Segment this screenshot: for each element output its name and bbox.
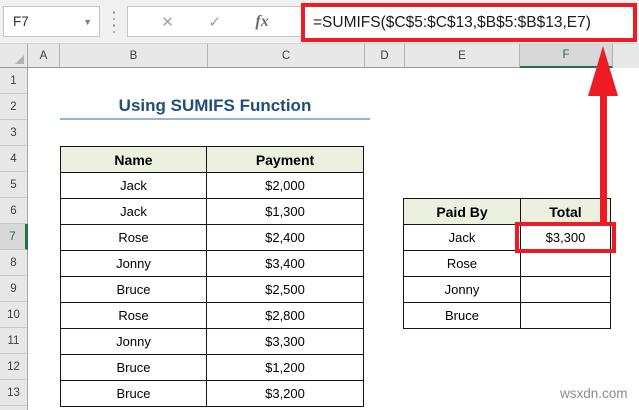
- payments-cell-1-0[interactable]: Jack: [60, 198, 207, 225]
- payments-cell-3-0[interactable]: Jonny: [60, 250, 207, 277]
- name-box[interactable]: F7 ▼: [3, 6, 100, 37]
- row-header-11[interactable]: 11: [0, 328, 28, 354]
- payments-cell-1-1[interactable]: $1,300: [206, 198, 364, 225]
- payments-cell-7-1[interactable]: $1,200: [206, 354, 364, 381]
- row-header-5[interactable]: 5: [0, 172, 28, 198]
- row-header-6[interactable]: 6: [0, 198, 28, 224]
- watermark: wsxdn.com: [560, 386, 628, 401]
- formula-text: =SUMIFS($C$5:$C$13,$B$5:$B$13,E7): [313, 13, 591, 31]
- enter-icon[interactable]: ✓: [208, 13, 221, 31]
- select-all-corner[interactable]: [0, 44, 28, 68]
- payments-cell-6-1[interactable]: $3,300: [206, 328, 364, 355]
- totals-cell-3-0[interactable]: Bruce: [403, 302, 521, 329]
- name-box-value: F7: [13, 14, 29, 29]
- row-header-8[interactable]: 8: [0, 250, 28, 276]
- totals-header-0[interactable]: Paid By: [403, 198, 521, 225]
- payments-cell-5-1[interactable]: $2,800: [206, 302, 364, 329]
- payments-header-1[interactable]: Payment: [206, 146, 364, 173]
- row-header-13[interactable]: 13: [0, 380, 28, 406]
- payments-cell-7-0[interactable]: Bruce: [60, 354, 207, 381]
- payments-header-0[interactable]: Name: [60, 146, 207, 173]
- payments-cell-4-1[interactable]: $2,500: [206, 276, 364, 303]
- column-header-d[interactable]: D: [365, 44, 405, 68]
- row-header-2[interactable]: 2: [0, 94, 28, 120]
- cancel-icon[interactable]: ✕: [161, 13, 174, 31]
- row-header-3[interactable]: 3: [0, 120, 28, 146]
- insert-function-icon[interactable]: fx: [255, 12, 269, 30]
- totals-cell-2-0[interactable]: Jonny: [403, 276, 521, 303]
- totals-cell-1-1[interactable]: [520, 250, 611, 277]
- grip-dots[interactable]: [110, 11, 118, 33]
- column-header-b[interactable]: B: [60, 44, 208, 68]
- row-header-4[interactable]: 4: [0, 146, 28, 172]
- totals-cell-1-0[interactable]: Rose: [403, 250, 521, 277]
- payments-cell-4-0[interactable]: Bruce: [60, 276, 207, 303]
- row-header-12[interactable]: 12: [0, 354, 28, 380]
- row-header-10[interactable]: 10: [0, 302, 28, 328]
- annotation-arrow-head-icon: [588, 46, 618, 96]
- payments-cell-8-0[interactable]: Bruce: [60, 380, 207, 407]
- payments-cell-3-1[interactable]: $3,400: [206, 250, 364, 277]
- totals-header-1[interactable]: Total: [520, 198, 611, 225]
- totals-cell-3-1[interactable]: [520, 302, 611, 329]
- column-header-e[interactable]: E: [405, 44, 520, 68]
- chevron-down-icon[interactable]: ▼: [83, 16, 92, 27]
- totals-cell-0-0[interactable]: Jack: [403, 224, 521, 251]
- row-header-9[interactable]: 9: [0, 276, 28, 302]
- payments-table: Name Payment Jack $2,000 Jack $1,300 Rose $2,40…: [60, 146, 364, 407]
- column-header-a[interactable]: A: [28, 44, 60, 68]
- formula-bar-buttons: ✕ ✓ fx: [127, 6, 303, 37]
- payments-cell-2-0[interactable]: Rose: [60, 224, 207, 251]
- formula-bar-strip: F7 ▼ ✕ ✓ fx =SUMIFS($C$5:$C$13,$B$5:$B$1…: [0, 0, 639, 44]
- totals-cell-0-1[interactable]: $3,300: [520, 224, 611, 251]
- annotation-result-box: [515, 222, 616, 253]
- row-header-1[interactable]: 1: [0, 68, 28, 94]
- payments-cell-0-0[interactable]: Jack: [60, 172, 207, 199]
- payments-cell-6-0[interactable]: Jonny: [60, 328, 207, 355]
- row-header-7[interactable]: 7: [0, 224, 28, 250]
- payments-cell-8-1[interactable]: $3,200: [206, 380, 364, 407]
- column-header-c[interactable]: C: [208, 44, 365, 68]
- payments-cell-5-0[interactable]: Rose: [60, 302, 207, 329]
- payments-cell-2-1[interactable]: $2,400: [206, 224, 364, 251]
- annotation-arrow-line: [600, 92, 607, 226]
- formula-input[interactable]: =SUMIFS($C$5:$C$13,$B$5:$B$13,E7): [301, 3, 637, 42]
- sheet-title-cell[interactable]: Using SUMIFS Function: [60, 93, 370, 120]
- totals-cell-2-1[interactable]: [520, 276, 611, 303]
- payments-cell-0-1[interactable]: $2,000: [206, 172, 364, 199]
- totals-table: Paid By Total Jack $3,300 Rose Jonny Bruce: [403, 198, 611, 329]
